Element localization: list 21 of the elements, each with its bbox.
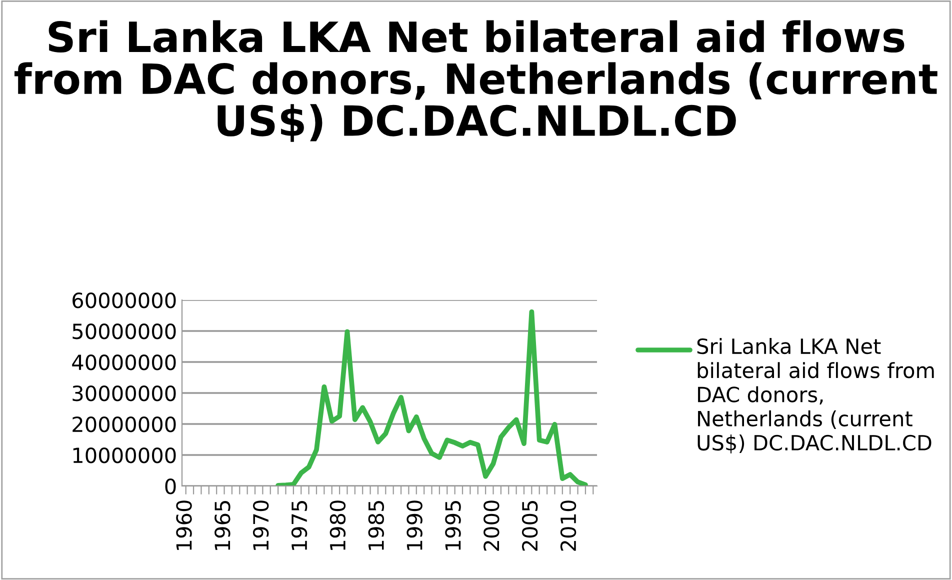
y-tick-label: 60000000 (72, 292, 176, 308)
y-tick-label: 20000000 (72, 416, 176, 432)
x-tick-label: 2010 (560, 500, 576, 551)
y-tick-label: 50000000 (72, 323, 176, 340)
x-tick-label: 1975 (291, 501, 308, 550)
y-tick-label: 10000000 (73, 447, 176, 464)
y-tick-label: 30000000 (72, 385, 176, 402)
x-tick-label: 1980 (330, 500, 346, 550)
line-series (276, 309, 588, 486)
y-tick-label: 0 (165, 478, 176, 494)
chart-title: Sri Lanka LKA Net bilateral aid flows from DAC donors, Netherlands (current US$) DC.DAC.NLDL.CD (14, 20, 938, 142)
x-tick-label: 2005 (522, 501, 538, 551)
x-tick-label: 1995 (445, 501, 461, 550)
legend-label: Sri Lanka LKA Net bilateral aid flows from DAC donors, Netherlands (current US$) DC.DAC.NLDL.CD (697, 338, 934, 454)
x-tick-label: 1960 (176, 500, 192, 550)
y-tick-label: 40000000 (72, 354, 176, 370)
x-tick-label: 1985 (368, 501, 384, 550)
x-tick-label: 1965 (214, 501, 230, 550)
x-tick-label: 2000 (484, 500, 500, 551)
x-tick-label: 1990 (406, 500, 422, 550)
x-tick-label: 1970 (252, 500, 269, 550)
